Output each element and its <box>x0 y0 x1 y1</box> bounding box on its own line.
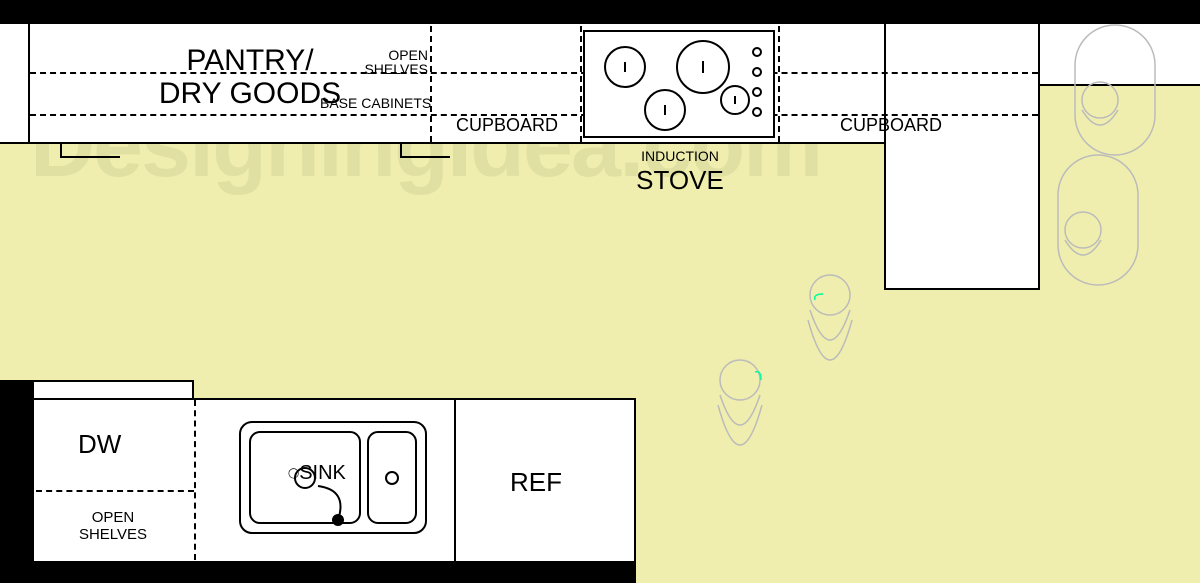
top-counter-left-return <box>28 24 30 144</box>
wall-left-bottom <box>0 380 34 583</box>
label-stove: INDUCTION STOVE <box>590 148 770 194</box>
open-shelves-b1: OPEN <box>92 509 135 526</box>
open-shelves-top-l2: SHELVES <box>364 61 428 77</box>
label-pantry-line2: DRY GOODS <box>159 77 341 110</box>
top-sep-2 <box>580 26 582 142</box>
label-sink-text: SINK <box>299 462 346 484</box>
top-sep-3 <box>778 26 780 142</box>
label-open-shelves-bottom: OPEN SHELVES <box>58 510 168 543</box>
label-dw: DW <box>78 430 121 459</box>
top-counter-door-mark-2 <box>400 144 450 158</box>
top-counter-door-mark-1 <box>60 144 120 158</box>
label-cupboard-left: CUPBOARD <box>456 116 558 136</box>
stove-burners-svg <box>585 32 777 140</box>
label-stove-text: STOVE <box>636 165 724 195</box>
label-induction: INDUCTION <box>641 148 719 164</box>
label-ref: REF <box>510 468 562 497</box>
label-base-cabinets: BASE CABINETS <box>320 96 431 111</box>
open-shelves-b2: SHELVES <box>79 526 147 543</box>
label-cupboard-right: CUPBOARD <box>840 116 942 136</box>
label-sink: ◯SINK <box>288 462 346 484</box>
bottom-sep-2-solid <box>454 398 456 561</box>
wall-bottom <box>0 561 636 583</box>
bottom-sep-1 <box>194 400 196 560</box>
label-pantry-line1: PANTRY/ <box>186 44 313 77</box>
dw-ledge <box>34 380 194 398</box>
top-sep-1 <box>430 26 432 142</box>
wall-top <box>0 0 1200 24</box>
label-open-shelves-top: OPEN SHELVES <box>358 48 428 76</box>
bottom-dash-mid <box>36 490 194 492</box>
bar-ledge <box>1040 24 1200 86</box>
floor-plan-canvas: DesigningIdea.com PANTRY/ DRY GOODS OPEN… <box>0 0 1200 583</box>
peninsula-body <box>884 24 1040 290</box>
stove-cooktop <box>583 30 775 138</box>
